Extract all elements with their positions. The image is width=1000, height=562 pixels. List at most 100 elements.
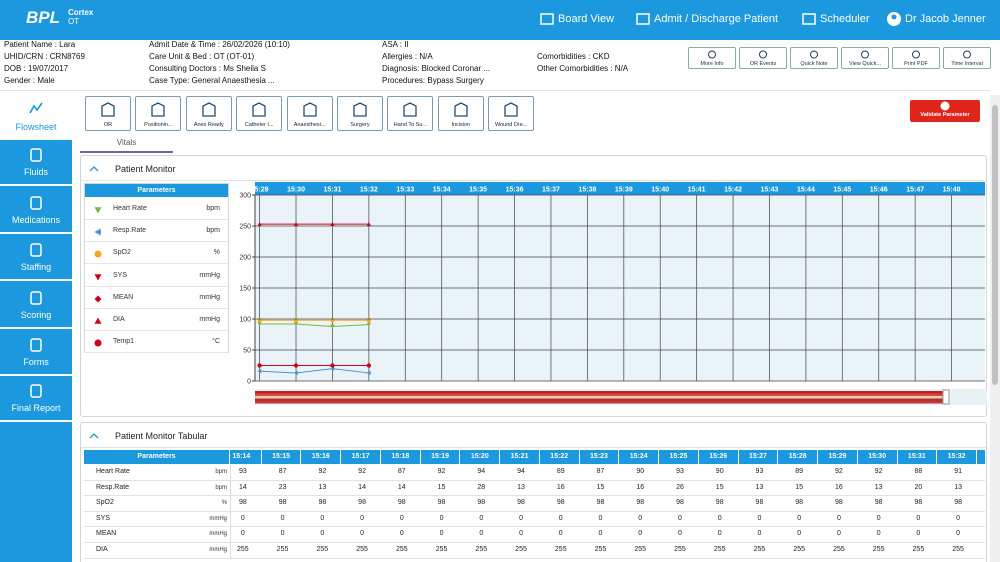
x-tick-label: 15:33 [396, 187, 414, 194]
sidebar-item[interactable]: Fluids [0, 142, 72, 186]
tab[interactable]: Vitals [116, 138, 137, 147]
cell: 89 [556, 468, 565, 475]
toolbar-icon [454, 102, 468, 117]
toolbar-button[interactable]: Incision [437, 96, 484, 131]
scroller-track [255, 389, 950, 405]
tabular-panel [80, 422, 987, 562]
cell: 0 [320, 530, 325, 538]
info-field: Case Type: General Anaesthesia ... [149, 76, 275, 85]
sidebar-label: Fluids [23, 167, 48, 177]
cell: 255 [952, 546, 964, 553]
cell: 255 [356, 546, 368, 553]
toolbar-icon [101, 102, 115, 117]
sidebar-item[interactable]: Forms [0, 332, 72, 376]
nav-item[interactable]: Board View [558, 13, 615, 25]
toolbar-button[interactable]: OR [85, 96, 131, 131]
info-field: ASA : II [382, 40, 409, 49]
action-button[interactable]: OR Events [739, 47, 787, 69]
toolbar-button[interactable]: Anes Ready [185, 96, 232, 131]
sidebar-item[interactable]: Scoring [0, 285, 72, 329]
toolbar-button[interactable]: Hand To Su... [387, 96, 434, 131]
cell: 0 [678, 530, 682, 538]
toolbar-label: Incision [451, 122, 471, 128]
action-button[interactable]: Time Interval [943, 47, 991, 69]
param-name: SpO2 [113, 249, 131, 257]
scrollbar[interactable] [990, 95, 1000, 562]
marker [94, 295, 102, 303]
panel-title: Patient Monitor Tabular [115, 431, 208, 441]
icon [861, 50, 869, 59]
param-unit: bpm [206, 227, 220, 235]
x-tick-label: 15:30 [287, 187, 305, 194]
nav-item[interactable]: Admit / Discharge Patient [654, 13, 779, 25]
cell: 15 [596, 483, 605, 491]
param-row: SYS mmHg [85, 266, 228, 287]
sidebar-item[interactable]: Final Report [0, 378, 72, 422]
scroller-stripe [255, 398, 948, 401]
action-button[interactable]: More Info [688, 47, 736, 69]
x-tick-label: 15:40 [651, 187, 669, 194]
action-button[interactable]: Quick Note [790, 47, 838, 69]
nav-item[interactable]: Scheduler [820, 13, 870, 25]
row-line [84, 510, 985, 512]
top-bar [0, 0, 1000, 40]
cell: 0 [876, 514, 881, 522]
toolbar-button[interactable]: Catheter I... [236, 96, 283, 131]
series-line [259, 323, 369, 327]
tab-params-header: Parameters [84, 450, 230, 464]
sidebar-item[interactable]: Medications [0, 190, 72, 234]
sidebar-label: Flowsheet [15, 122, 57, 132]
toolbar-icon [252, 102, 266, 117]
brand-product: Cortex [68, 8, 94, 17]
time-header [255, 182, 985, 195]
cell: 255 [833, 546, 845, 553]
time-header: 15:25 [659, 450, 699, 464]
cell: 88 [914, 468, 923, 475]
icon [30, 338, 42, 352]
row-name: SYS [96, 514, 111, 522]
icon [963, 50, 971, 59]
toolbar-button[interactable]: Surgery [337, 96, 383, 131]
time-header: 15:20 [460, 450, 501, 464]
vitals-chart: 15:29 15:30 15:31 15:32 15:33 15:34 15:35 15:36… [239, 182, 985, 386]
cell: 16 [556, 483, 565, 491]
time-header: 15:16 [301, 450, 342, 464]
param-marker [94, 273, 102, 281]
nav-item[interactable]: Dr Jacob Jenner [905, 13, 986, 25]
nav-icon [540, 13, 554, 25]
action-label: More Info [700, 61, 724, 67]
cell: 92 [835, 468, 843, 475]
row-name: SpO2 [96, 499, 114, 507]
info-field: Diagnosis: Blocked Coronar ... [382, 64, 491, 73]
toolbar-button[interactable]: Anaesthesi... [286, 96, 333, 131]
icon [810, 50, 818, 59]
action-button[interactable]: Print PDF [892, 47, 940, 69]
cell: 0 [638, 530, 643, 538]
toolbar-button[interactable]: Wound Dre... [488, 96, 535, 131]
param-row: Resp.Rate bpm [85, 221, 228, 243]
sidebar-item[interactable]: Staffing [0, 237, 72, 281]
info-field: Consulting Doctors : Ms Sheila S [149, 64, 266, 73]
cell: 255 [435, 546, 448, 553]
sidebar-item[interactable]: Flowsheet [0, 95, 72, 140]
icon [101, 102, 115, 117]
cell: 0 [757, 530, 762, 538]
toolbar-label: Positionin... [144, 122, 173, 128]
toolbar-button[interactable]: Positionin... [135, 96, 182, 131]
cell: 0 [916, 530, 921, 538]
action-button[interactable]: View Quick... [841, 47, 889, 69]
cell: 0 [280, 530, 285, 538]
cell: 90 [715, 468, 724, 475]
validate-icon [940, 101, 950, 111]
chart-scroller[interactable] [255, 389, 987, 405]
cell: 0 [240, 514, 245, 522]
action-label: OR Events [749, 61, 777, 67]
param-row: SpO2% [85, 243, 228, 265]
cell: 0 [439, 514, 444, 522]
action-icon [810, 50, 818, 59]
toolbar-icon [403, 102, 418, 117]
validate-button[interactable]: Validate Parameter [910, 100, 980, 122]
sidebar-icon [30, 148, 42, 162]
scroller-stripe [255, 396, 948, 399]
scroll-thumb[interactable] [992, 105, 998, 385]
